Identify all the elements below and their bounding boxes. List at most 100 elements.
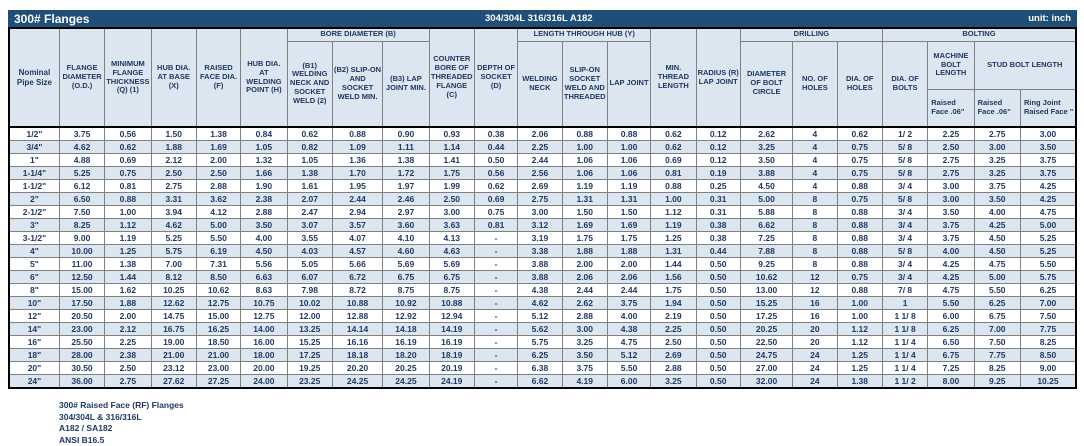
pipe-size-cell: 16" [9,336,59,349]
value-cell: 0.90 [383,127,429,141]
value-cell: 1.12 [837,323,882,336]
value-cell: 16 [793,297,837,310]
value-cell: 3.55 [287,232,332,245]
value-cell: 7.31 [196,258,240,271]
value-cell: 4.25 [928,271,974,284]
pipe-size-cell: 3/4" [9,141,59,154]
value-cell: 4.38 [518,284,562,297]
value-cell: 18.00 [241,349,287,362]
value-cell: 2.88 [241,206,287,219]
value-cell: 1.00 [607,141,650,154]
value-cell: 8 [793,193,837,206]
value-cell: 0.69 [651,154,696,167]
col-header-min-thickness: MINIMUM FLANGE THICKNESS (Q) (1) [105,28,151,127]
value-cell: 1.25 [837,362,882,375]
value-cell: 8 [793,232,837,245]
value-cell: 4.57 [332,245,382,258]
value-cell: 2.00 [607,258,650,271]
value-cell: 24 [793,375,837,389]
value-cell: 3.50 [740,154,792,167]
col-header-raised-face-dia: RAISED FACE DIA. (F) [196,28,240,127]
value-cell: 3.25 [974,154,1020,167]
note-line: 300# Raised Face (RF) Flanges [59,400,1077,412]
value-cell: 5.00 [196,219,240,232]
value-cell: 5.50 [974,284,1020,297]
value-cell: 27.62 [151,375,196,389]
value-cell: 2.97 [383,206,429,219]
page-title: 300# Flanges [14,12,89,26]
value-cell: 2.00 [562,258,607,271]
value-cell: 6.25 [518,349,562,362]
value-cell: 8.00 [928,375,974,389]
value-cell: 1 1/ 4 [882,362,927,375]
value-cell: 5.50 [196,232,240,245]
value-cell: 3/ 4 [882,206,927,219]
value-cell: 1.50 [607,206,650,219]
value-cell: 10.75 [241,297,287,310]
value-cell: 2.38 [105,349,151,362]
value-cell: 4 [793,154,837,167]
value-cell: 20.50 [59,310,104,323]
value-cell: 4.03 [287,245,332,258]
value-cell: 3.50 [1020,141,1076,154]
value-cell: 6.50 [928,336,974,349]
value-cell: 1.97 [383,180,429,193]
value-cell: 23.12 [151,362,196,375]
value-cell: 5.00 [1020,219,1076,232]
value-cell: 1.06 [562,154,607,167]
value-cell: 0.88 [837,245,882,258]
value-cell: 4.75 [928,284,974,297]
value-cell: 0.81 [105,180,151,193]
pipe-size-cell: 2" [9,193,59,206]
value-cell: 0.75 [474,206,517,219]
value-cell: 4 [793,180,837,193]
value-cell: 3.57 [332,219,382,232]
value-cell: 4.25 [928,258,974,271]
value-cell: 14.18 [383,323,429,336]
value-cell: 32.00 [740,375,792,389]
value-cell: 14.75 [151,310,196,323]
value-cell: 4 [793,127,837,141]
value-cell: 1.44 [651,258,696,271]
value-cell: 16.25 [196,323,240,336]
value-cell: 18.19 [429,349,474,362]
value-cell: 7.50 [1020,310,1076,323]
value-cell: 7.00 [151,258,196,271]
value-cell: 0.50 [696,375,740,389]
value-cell: 0.84 [241,127,287,141]
value-cell: 2.00 [105,310,151,323]
group-header-drilling: DRILLING [740,28,882,41]
value-cell: 8.72 [332,284,382,297]
value-cell: 1.00 [105,206,151,219]
value-cell: 3.50 [928,206,974,219]
value-cell: 1.62 [105,284,151,297]
pipe-size-cell: 18" [9,349,59,362]
value-cell: 3.94 [151,206,196,219]
value-cell: 3.25 [651,375,696,389]
value-cell: 1.06 [562,167,607,180]
pipe-size-cell: 3-1/2" [9,232,59,245]
value-cell: 23.00 [59,323,104,336]
value-cell: 1.94 [651,297,696,310]
value-cell: 5.88 [740,206,792,219]
value-cell: 12 [793,284,837,297]
value-cell: 1 1/ 8 [882,323,927,336]
value-cell: 9.00 [59,232,104,245]
value-cell: 2.44 [332,193,382,206]
value-cell: 9.25 [740,258,792,271]
value-cell: 9.00 [1020,362,1076,375]
value-cell: 0.75 [837,154,882,167]
value-cell: 8.50 [196,271,240,284]
value-cell: 1.56 [651,271,696,284]
value-cell: 24.00 [241,375,287,389]
value-cell: 1.95 [332,180,382,193]
value-cell: 1.38 [105,258,151,271]
value-cell: 7.75 [1020,323,1076,336]
value-cell: 1.12 [105,219,151,232]
value-cell: 0.88 [651,180,696,193]
value-cell: 0.19 [696,167,740,180]
value-cell: 1.11 [383,141,429,154]
value-cell: 2.75 [974,127,1020,141]
